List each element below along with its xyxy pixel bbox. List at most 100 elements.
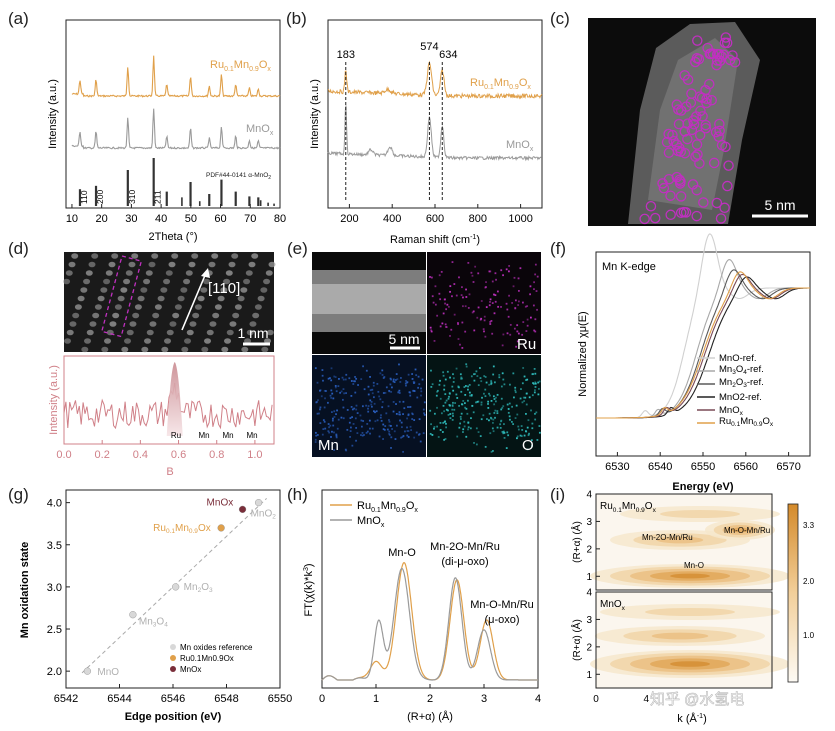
eds-dot-1 (333, 375, 336, 378)
eds-dot-1 (333, 431, 335, 434)
lattice-atom (183, 278, 191, 285)
eds-dot-1 (360, 378, 363, 381)
eds-dot-0 (444, 302, 446, 305)
eds-dot-2 (521, 382, 524, 385)
eds-dot-0 (457, 323, 459, 326)
eds-dot-2 (480, 401, 483, 404)
eds-dot-2 (515, 404, 518, 407)
eds-dot-2 (522, 367, 525, 369)
lattice-atom (180, 287, 188, 293)
ru-atom-marker (708, 157, 720, 169)
eds-dot-0 (485, 281, 487, 284)
eds-dot-2 (451, 404, 454, 407)
eds-dot-1 (413, 419, 416, 421)
lattice-atom (108, 261, 116, 268)
lattice-atom (84, 338, 92, 344)
eds-dot-2 (430, 423, 432, 426)
ru-atom-marker (639, 213, 650, 225)
ru-atom-marker (682, 74, 694, 86)
lattice-atom (252, 312, 260, 319)
eds-dot-1 (402, 435, 405, 437)
lattice-atom (157, 295, 165, 302)
lattice-atom (88, 261, 96, 268)
g-xtick-label-4: 6550 (268, 693, 292, 705)
eds-dot-0 (505, 302, 508, 305)
ru-atom-marker (665, 209, 676, 221)
eds-dot-1 (342, 388, 345, 391)
eds-dot-1 (414, 368, 417, 371)
eds-dot-2 (501, 406, 504, 409)
eds-dot-2 (484, 395, 487, 398)
eds-dot-1 (340, 390, 343, 393)
g-point-label-0: MnO (97, 667, 119, 678)
lattice-atom (231, 253, 239, 259)
eds-dot-1 (335, 433, 338, 436)
eds-dot-2 (534, 386, 537, 388)
eds-dot-2 (538, 431, 541, 434)
eds-dot-2 (526, 426, 529, 429)
lattice-atom (137, 295, 145, 302)
eds-dot-2 (486, 418, 488, 420)
eds-dot-0 (482, 328, 485, 331)
lattice-atom (263, 278, 271, 285)
g-ytick-label-2: 3.0 (47, 582, 62, 594)
eds-dot-1 (409, 391, 411, 394)
lattice-atom (201, 346, 209, 353)
eds-dot-1 (314, 441, 317, 443)
eds-dot-2 (502, 378, 505, 381)
panel-b-curves (327, 60, 543, 162)
eds-dot-0 (534, 263, 537, 266)
lattice-atom (86, 329, 94, 336)
eds-dot-0 (447, 305, 450, 308)
eds-dot-1 (402, 450, 404, 453)
eds-dot-1 (398, 392, 401, 394)
lattice-atom (184, 338, 192, 344)
eds-dot-1 (397, 391, 400, 394)
eds-dot-1 (388, 433, 391, 436)
eds-dot-2 (430, 369, 432, 372)
eds-dot-0 (509, 333, 512, 336)
eds-dot-1 (411, 418, 414, 420)
eds-dot-2 (440, 412, 443, 415)
g-point-4 (217, 524, 225, 532)
g-legend-marker-2 (170, 666, 176, 672)
hkl-label-3: 211 (153, 190, 163, 204)
eds-dot-2 (467, 388, 469, 391)
panel-a-series-label-ru: Ru0.1Mn0.9Ox (210, 59, 271, 73)
eds-dot-1 (388, 424, 391, 427)
eds-dot-1 (369, 399, 372, 402)
eds-dot-2 (513, 396, 515, 399)
lattice-atom (104, 338, 112, 344)
eds-dot-1 (314, 367, 317, 370)
panel-d-direction-arrow (181, 272, 207, 331)
eds-dot-1 (354, 417, 357, 420)
lattice-atom (177, 295, 185, 302)
eds-dot-1 (353, 380, 355, 383)
panel-a-frame (65, 19, 281, 209)
f-legend-part: 3 (732, 369, 736, 376)
eds-dot-0 (494, 294, 497, 297)
eds-dot-2 (470, 394, 473, 396)
eds-dot-2 (490, 400, 493, 402)
eds-dot-2 (503, 437, 506, 439)
f-legend-part: O (736, 377, 743, 388)
panel-h-curves (321, 562, 538, 681)
eds-dot-0 (524, 305, 527, 308)
eds-dot-1 (349, 436, 351, 438)
eds-dot-1 (412, 389, 415, 392)
panel-f: 6530 6540 6550 6560 6570 Mn K-edge MnO-ref.M… (577, 233, 811, 493)
g-label-part: O (201, 582, 209, 593)
eds-dot-2 (436, 389, 439, 392)
eds-dot-1 (366, 430, 369, 433)
eds-dot-0 (449, 335, 451, 337)
panel-labels: (a) (b) (c) (d) (e) (f) (g) (h) (i) (8, 9, 570, 504)
lattice-atom (103, 278, 111, 285)
lattice-atom (200, 287, 208, 293)
lattice-atom (211, 253, 219, 259)
eds-dot-2 (463, 420, 466, 423)
eds-dot-0 (511, 302, 514, 304)
f-legend-part: -ref. (747, 377, 764, 388)
eds-dot-0 (472, 310, 475, 313)
panel-h-annot-mno: Mn-O (388, 547, 416, 559)
